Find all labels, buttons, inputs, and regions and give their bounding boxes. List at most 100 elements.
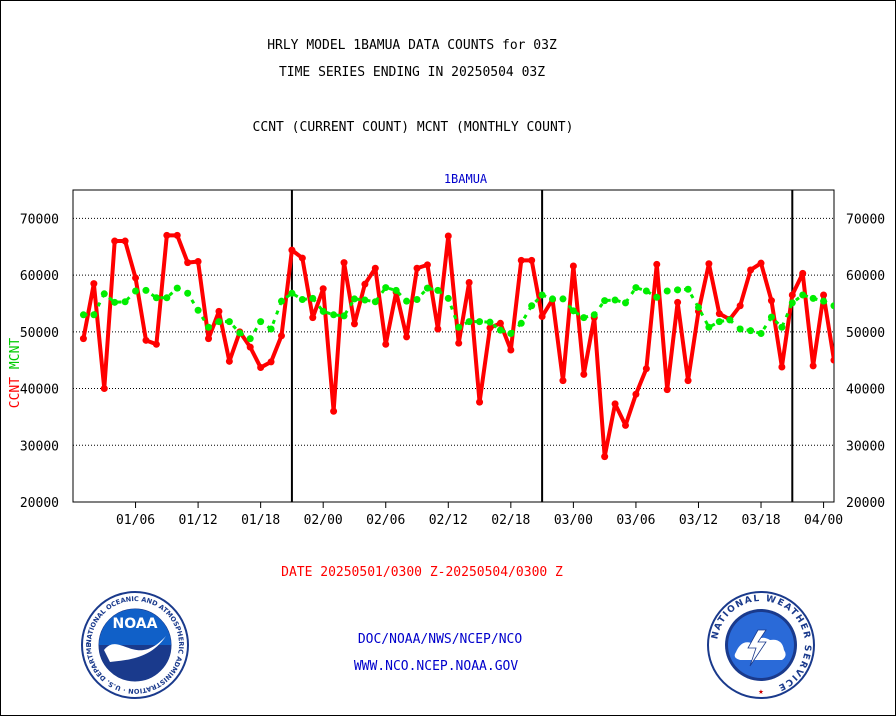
ccnt-point (132, 274, 140, 282)
y-tick-label-right: 30000 (846, 439, 885, 454)
x-tick-label: 02/18 (491, 513, 530, 528)
y-tick-label-left: 50000 (20, 326, 59, 341)
mcnt-point (225, 318, 233, 326)
y-tick-label-left: 30000 (20, 439, 59, 454)
ccnt-point (528, 256, 536, 264)
mcnt-point (632, 284, 640, 292)
ccnt-point (653, 260, 661, 268)
ccnt-point (799, 269, 807, 277)
x-tick-label: 02/06 (366, 513, 405, 528)
ccnt-point (340, 259, 348, 267)
ccnt-point (622, 421, 630, 429)
ccnt-point (319, 285, 327, 293)
x-tick-label: 01/06 (116, 513, 155, 528)
y-axis-label: CCNT MCNT (8, 338, 23, 409)
x-tick-label: 03/06 (616, 513, 655, 528)
mcnt-point (163, 294, 171, 302)
ccnt-point (371, 264, 379, 272)
ccnt-point (309, 314, 317, 322)
ccnt-point (330, 407, 338, 415)
mcnt-point (288, 289, 296, 297)
ccnt-point (423, 261, 431, 269)
chart-subtitle: CCNT (CURRENT COUNT) MCNT (MONTHLY COUNT… (252, 120, 574, 135)
x-tick-label: 01/18 (241, 513, 280, 528)
mcnt-point (517, 319, 525, 327)
ccnt-point (486, 324, 494, 332)
mcnt-point (747, 327, 755, 335)
ccnt-point (277, 332, 285, 340)
ccnt-point (517, 256, 525, 264)
ccnt-point (142, 336, 150, 344)
x-tick-label: 03/12 (679, 513, 718, 528)
mcnt-point (507, 330, 515, 338)
nws-logo: NATIONAL WEATHER SERVICE ★ (707, 591, 815, 699)
mcnt-point (361, 296, 369, 304)
mcnt-point (788, 299, 796, 307)
mcnt-point (830, 302, 834, 310)
ccnt-point (444, 232, 452, 240)
ccnt-point (601, 453, 609, 461)
ccnt-point (267, 358, 275, 366)
ccnt-point (674, 298, 682, 306)
mcnt-point (152, 294, 160, 302)
ccnt-point (736, 302, 744, 310)
ccnt-point (361, 280, 369, 288)
y-tick-label-left: 70000 (20, 212, 59, 227)
mcnt-point (173, 284, 181, 292)
mcnt-point (684, 285, 692, 293)
y-tick-label-right: 60000 (846, 269, 885, 284)
ccnt-point (205, 335, 213, 343)
mcnt-point (559, 295, 567, 303)
mcnt-point (434, 286, 442, 294)
ccnt-point (163, 231, 171, 239)
mcnt-point (726, 316, 734, 324)
mcnt-point (423, 284, 431, 292)
ccnt-point (413, 264, 421, 272)
y-axis-label-mcnt: MCNT (8, 338, 23, 377)
ccnt-point (455, 339, 463, 347)
chart-title-line1: HRLY MODEL 1BAMUA DATA COUNTS for 03Z (267, 38, 557, 53)
mcnt-point (820, 297, 828, 305)
mcnt-point (799, 291, 807, 299)
mcnt-point (215, 318, 223, 326)
mcnt-point (403, 297, 411, 305)
ccnt-point (246, 343, 254, 351)
mcnt-point (611, 296, 619, 304)
ccnt-point (705, 260, 713, 268)
mcnt-point (455, 323, 463, 331)
mcnt-point (736, 325, 744, 333)
x-tick-label: 03/00 (554, 513, 593, 528)
ccnt-point (507, 346, 515, 354)
ccnt-point (215, 307, 223, 315)
y-tick-label-left: 20000 (20, 496, 59, 511)
mcnt-point (79, 311, 87, 319)
ccnt-point (715, 310, 723, 318)
mcnt-point (757, 330, 765, 338)
ccnt-point (257, 364, 265, 372)
ccnt-point (569, 262, 577, 270)
x-tick-label: 03/18 (741, 513, 780, 528)
mcnt-point (622, 299, 630, 307)
mcnt-point (590, 311, 598, 319)
series-ccnt (79, 231, 834, 461)
mcnt-point (100, 290, 108, 298)
mcnt-point (767, 313, 775, 321)
y-tick-label-left: 60000 (20, 269, 59, 284)
website-label: WWW.NCO.NCEP.NOAA.GOV (353, 659, 519, 674)
mcnt-point (392, 286, 400, 294)
mcnt-point (496, 326, 504, 334)
ccnt-point (465, 278, 473, 286)
ccnt-point (121, 237, 129, 245)
ccnt-point (580, 370, 588, 378)
ccnt-point (476, 398, 484, 406)
ccnt-point (382, 340, 390, 348)
mcnt-point (184, 289, 192, 297)
mcnt-point (382, 284, 390, 292)
x-tick-label: 04/00 (804, 513, 843, 528)
mcnt-point (549, 295, 557, 303)
ccnt-point (90, 280, 98, 288)
svg-text:★: ★ (758, 687, 764, 697)
mcnt-point (298, 295, 306, 303)
mcnt-point (653, 293, 661, 301)
mcnt-point (486, 318, 494, 326)
